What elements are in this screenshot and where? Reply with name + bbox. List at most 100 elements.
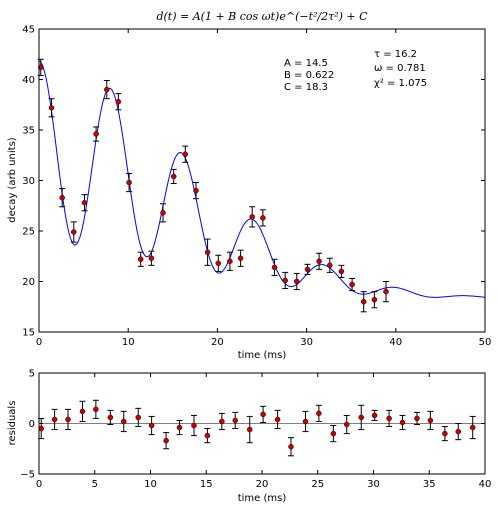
main-xtick-label: 40 (389, 337, 402, 348)
residual-data-point (343, 421, 350, 428)
main-ytick-label: 20 (22, 277, 35, 288)
main-ytick-label: 25 (22, 227, 35, 238)
main-data-point (338, 268, 345, 275)
main-data-point (349, 281, 355, 288)
residual-data-point (107, 414, 114, 421)
main-data-point (126, 179, 132, 186)
residual-plot: 0 5 10 15 20 25 30 35 40−505 time (ms) residuals (7, 369, 491, 505)
main-data-point (160, 210, 166, 216)
model-curve (38, 60, 486, 298)
residual-data-point (65, 416, 71, 423)
residual-data-point (414, 415, 420, 422)
main-xlabel: time (ms) (238, 350, 287, 361)
main-plot: 0 10 20 30 40 50 15 20 25 30 35 40 45 time (ms) deca… (7, 25, 491, 362)
main-data-point (271, 264, 278, 271)
main-data-point (316, 258, 322, 265)
residual-data-point (288, 443, 294, 450)
residual-xtick-label: 15 (200, 479, 213, 490)
residual-xtick-label: 40 (479, 479, 492, 490)
main-data-point (215, 260, 222, 267)
main-data-point (383, 288, 389, 295)
main-data-point (249, 214, 255, 220)
residual-data-point (79, 408, 86, 415)
main-data-point (282, 277, 288, 284)
residual-ytick-label: 0 (29, 419, 35, 430)
residual-xlabel: time (ms) (238, 493, 287, 504)
main-ytick-label: 15 (22, 328, 35, 339)
main-ytick-label: 35 (22, 126, 35, 137)
residual-data-point (469, 424, 476, 431)
main-xtick-label: 20 (211, 337, 224, 348)
main-plot-frame (38, 28, 486, 333)
main-data-point (115, 98, 122, 105)
param-c: C = 18.3 (284, 82, 328, 93)
residual-data-point (260, 411, 266, 418)
residual-xtick-label: 20 (256, 479, 269, 490)
residual-data-point (176, 424, 183, 431)
residual-data-point (316, 410, 322, 417)
main-data-point (193, 187, 199, 194)
residual-data-point (427, 417, 434, 424)
main-data-point (81, 199, 88, 206)
main-data-point (260, 215, 266, 221)
main-xtick-label: 0 (36, 337, 42, 348)
residual-data-point (274, 416, 281, 423)
main-data-point (71, 229, 77, 235)
main-data-point (237, 255, 244, 262)
main-ytick-label: 45 (22, 25, 35, 36)
residual-data-point (148, 422, 155, 429)
main-data-point (294, 278, 300, 285)
main-data-point (182, 151, 189, 157)
param-omega: ω = 0.781 (374, 63, 426, 74)
main-xtick-label: 10 (122, 337, 135, 348)
param-chi2: χ² = 1.075 (374, 78, 427, 89)
main-data-point (371, 296, 378, 303)
main-data-point (170, 173, 177, 180)
residual-data-point (93, 406, 99, 413)
params-right: τ = 16.2 ω = 0.781 χ² = 1.075 (374, 49, 427, 89)
residual-data-point (163, 437, 169, 444)
residual-data-point (330, 430, 337, 437)
main-data-point (227, 258, 233, 265)
residual-xtick-label: 35 (423, 479, 436, 490)
residual-xtick-label: 0 (36, 479, 42, 490)
residual-data-point (191, 422, 197, 429)
main-data-point (104, 86, 110, 93)
residual-data-point (120, 418, 127, 425)
chart-title: d(t) = A(1 + B cos ωt)e^(−t²/2τ²) + C (156, 10, 368, 23)
residual-data-point (399, 419, 406, 426)
main-data-point (204, 249, 211, 255)
param-tau: τ = 16.2 (374, 49, 417, 60)
residual-ytick-label: 5 (29, 369, 35, 380)
main-data-point (38, 64, 44, 71)
main-data-point (137, 256, 144, 263)
residual-ytick-label: −5 (20, 470, 35, 481)
main-xtick-label: 30 (300, 337, 313, 348)
residual-xtick-label: 5 (92, 479, 98, 490)
main-ytick-label: 40 (22, 75, 35, 86)
main-data-point (148, 255, 155, 262)
residual-data-point (204, 432, 211, 439)
residual-ylabel: residuals (7, 401, 18, 446)
residual-data-point (442, 430, 448, 437)
residual-data-point (135, 414, 141, 421)
main-data-point (93, 131, 99, 137)
params-left: A = 14.5 B = 0.622 C = 18.3 (284, 58, 334, 93)
main-data-point (360, 298, 367, 305)
main-data-point (304, 266, 311, 273)
main-xtick-label: 50 (479, 337, 492, 348)
residual-data-point (51, 416, 58, 423)
residual-data-point (246, 426, 253, 433)
residual-data-point (386, 415, 392, 422)
residual-xtick-label: 30 (367, 479, 380, 490)
residual-xtick-label: 10 (144, 479, 157, 490)
main-ylabel: decay (arb units) (7, 137, 18, 222)
residual-data-point (219, 418, 225, 425)
residual-xtick-label: 25 (311, 479, 324, 490)
main-data-point (48, 105, 55, 111)
main-ytick-label: 30 (22, 176, 35, 187)
residual-data-point (371, 412, 378, 419)
main-data-point (327, 262, 333, 269)
residual-data-point (302, 418, 309, 425)
